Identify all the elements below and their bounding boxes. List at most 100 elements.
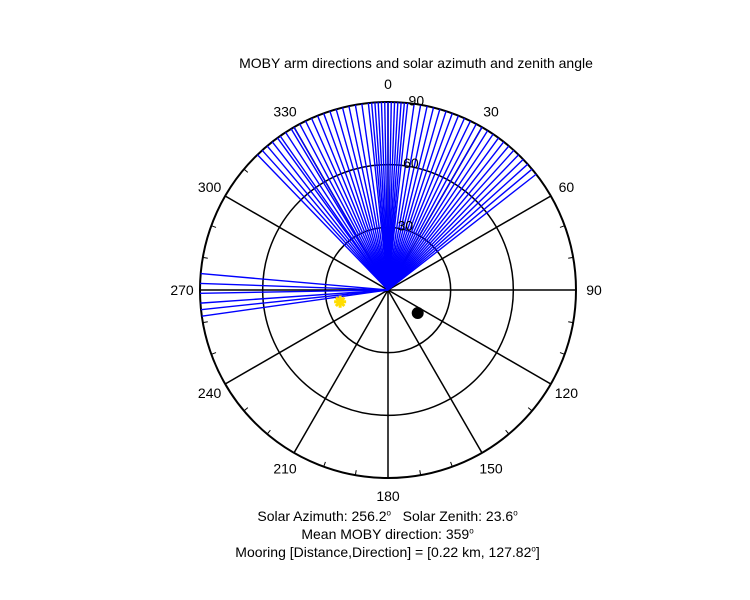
- rim-tick: [243, 168, 249, 173]
- spoke-60: [387, 195, 552, 291]
- rim-tick: [505, 429, 510, 435]
- solar-summary: Solar Azimuth: 256.2o Solar Zenith: 23.6…: [0, 508, 750, 524]
- spoke-150: [387, 289, 483, 454]
- angle-tick-label: 240: [198, 385, 222, 401]
- mean-direction-label: Mean MOBY direction: 359o: [0, 526, 750, 542]
- arm-line: [329, 110, 389, 291]
- arm-line: [387, 113, 453, 291]
- mooring-close: ]: [535, 544, 540, 560]
- arm-line: [387, 173, 537, 291]
- arm-line: [261, 149, 389, 291]
- arm-line: [335, 109, 389, 291]
- tick-labels: 30 60 90 0 30 60 90 120 150 180 210 240 270 300 330: [170, 76, 602, 504]
- degree-mark: o: [469, 526, 474, 536]
- arm-line: [348, 105, 389, 291]
- arm-line: [200, 289, 389, 311]
- angle-tick-label: 330: [273, 104, 297, 120]
- arm-line: [387, 163, 529, 291]
- radial-tick-label: 30: [398, 218, 414, 234]
- arm-line: [387, 168, 533, 291]
- arm-line: [387, 123, 477, 291]
- arm-line: [387, 133, 494, 291]
- arm-line: [387, 154, 520, 291]
- mooring-marker: [411, 307, 424, 320]
- angle-tick-label: 150: [479, 460, 503, 476]
- rim-tick: [527, 407, 533, 412]
- angle-tick-label: 120: [555, 385, 579, 401]
- angle-tick-label: 0: [384, 76, 392, 92]
- arm-line: [387, 110, 447, 291]
- arm-line: [387, 126, 483, 291]
- arm-line: [293, 126, 389, 291]
- angle-tick-label: 270: [170, 282, 194, 298]
- rim-tick: [559, 352, 565, 355]
- arm-line: [200, 272, 389, 291]
- arm-line: [387, 103, 415, 291]
- rim-tick: [559, 225, 565, 228]
- rim-tick: [323, 461, 326, 467]
- spoke-240: [224, 289, 389, 385]
- rim-tick: [243, 407, 249, 412]
- arm-line: [316, 115, 389, 291]
- arm-line: [200, 289, 389, 304]
- sun-marker: [334, 295, 347, 308]
- arm-line: [387, 104, 422, 291]
- arm-line: [387, 117, 466, 291]
- arm-line: [271, 141, 389, 291]
- solar-zenith-label: Solar Zenith: 23.6: [402, 508, 514, 524]
- degree-mark: o: [513, 508, 518, 518]
- arm-line: [387, 120, 472, 291]
- mooring-label: Mooring [Distance,Direction] = [0.22 km,…: [0, 544, 750, 560]
- angle-tick-label: 60: [559, 179, 575, 195]
- arm-line: [387, 109, 441, 291]
- radial-tick-label: 90: [409, 93, 425, 109]
- rim-tick: [202, 256, 208, 259]
- arm-line: [387, 137, 500, 291]
- arm-line: [387, 105, 428, 291]
- arm-line: [387, 141, 505, 291]
- chart-title: MOBY arm directions and solar azimuth an…: [239, 55, 593, 71]
- arm-line: [341, 107, 389, 291]
- arm-line: [279, 135, 389, 291]
- degree-mark: o: [531, 544, 536, 554]
- arm-line: [387, 149, 515, 291]
- mean-direction-text: Mean MOBY direction: 359: [301, 526, 470, 542]
- arm-line: [354, 104, 389, 291]
- angle-tick-label: 210: [273, 460, 297, 476]
- rim-tick: [419, 470, 422, 476]
- angle-tick-label: 180: [376, 488, 400, 504]
- solar-azimuth-label: Solar Azimuth: 256.2: [257, 508, 387, 524]
- spoke-300: [224, 195, 389, 291]
- markers: [334, 295, 424, 320]
- arm-line: [387, 102, 409, 291]
- arm-line: [304, 120, 389, 291]
- arm-line: [200, 289, 389, 294]
- arm-line: [200, 282, 389, 291]
- arm-directions: [200, 102, 537, 317]
- rim-tick: [266, 429, 271, 435]
- rim-tick: [568, 321, 574, 324]
- arm-line: [266, 145, 389, 291]
- angle-tick-label: 300: [198, 179, 222, 195]
- arm-line: [323, 113, 389, 291]
- arm-line: [299, 123, 389, 291]
- arm-line: [361, 103, 389, 291]
- sun-core: [336, 298, 344, 306]
- angle-tick-label: 90: [586, 282, 602, 298]
- spoke-210: [293, 289, 389, 454]
- mooring-text: Mooring [Distance,Direction] = [0.22 km,…: [235, 544, 532, 560]
- arm-line: [201, 289, 389, 317]
- arm-line: [387, 115, 460, 291]
- spoke-120: [387, 289, 552, 385]
- rim-tick: [211, 352, 217, 355]
- arm-line: [256, 154, 389, 291]
- rim-tick: [450, 461, 453, 467]
- rim-tick: [354, 470, 357, 476]
- rim-tick: [568, 256, 574, 259]
- angle-tick-label: 30: [483, 104, 499, 120]
- radial-tick-label: 60: [403, 155, 419, 171]
- degree-mark: o: [386, 508, 391, 518]
- rim-tick: [202, 321, 208, 324]
- arm-line: [310, 117, 389, 291]
